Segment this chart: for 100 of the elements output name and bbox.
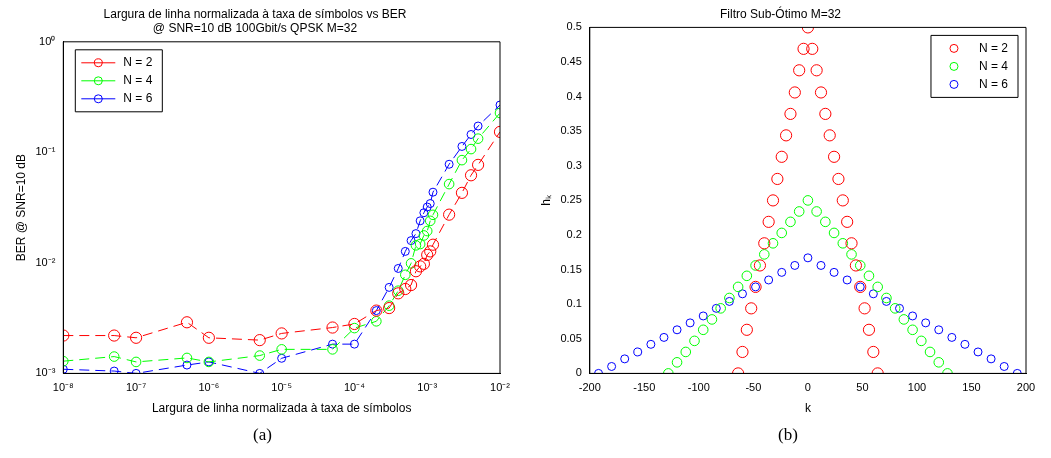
- point: [793, 206, 805, 217]
- point: [836, 194, 849, 207]
- point: [862, 323, 876, 336]
- point: [803, 253, 813, 263]
- point: [828, 227, 840, 239]
- y-tick-label: 0: [575, 366, 582, 379]
- y-tick-label: 10⁻¹: [35, 145, 56, 158]
- point: [819, 107, 832, 120]
- point: [711, 303, 721, 313]
- point: [750, 260, 761, 271]
- chart-title: Largura de linha normalizada à taxa de símbolos vs BER: [103, 6, 407, 21]
- point: [741, 270, 753, 282]
- point: [697, 324, 709, 336]
- point: [881, 292, 892, 304]
- legend-label: N = 2: [123, 55, 153, 70]
- point: [802, 195, 814, 206]
- point: [633, 347, 643, 357]
- point: [680, 346, 692, 358]
- point: [842, 275, 852, 285]
- y-axis-title: hₖ: [538, 194, 553, 206]
- x-tick-label: 10⁻⁶: [198, 381, 220, 394]
- point: [823, 129, 836, 142]
- point: [934, 325, 944, 335]
- point: [907, 324, 918, 336]
- x-tick-label: 100: [907, 381, 927, 394]
- y-tick-label: 0.4: [566, 89, 582, 102]
- point: [659, 332, 669, 342]
- point: [820, 216, 831, 228]
- x-tick-label: 10⁻⁷: [125, 381, 147, 394]
- y-tick-label: 0.25: [560, 193, 582, 206]
- y-tick-label: 0.2: [566, 228, 582, 241]
- point: [758, 249, 770, 260]
- y-tick-label: 10⁻²: [35, 255, 56, 268]
- point: [671, 357, 683, 368]
- x-tick-label: 10⁻⁴: [343, 381, 366, 394]
- point: [737, 289, 747, 299]
- point: [732, 281, 744, 293]
- y-tick-label: 0.15: [560, 262, 582, 275]
- y-tick-label: 0.35: [560, 124, 582, 137]
- point: [776, 227, 788, 239]
- y-axis-title: BER @ SNR=10 dB: [13, 153, 28, 262]
- point: [924, 346, 936, 358]
- point: [777, 267, 787, 277]
- point: [706, 314, 718, 325]
- y-tick-label: 0.05: [560, 331, 582, 344]
- point: [868, 289, 878, 299]
- text: (b): [777, 425, 799, 445]
- y-tick-label: 10⁰: [39, 34, 56, 47]
- point: [986, 354, 996, 364]
- point: [841, 215, 854, 228]
- point: [620, 354, 630, 364]
- point: [764, 275, 774, 285]
- point: [863, 270, 875, 282]
- point: [816, 260, 826, 270]
- point: [745, 302, 758, 315]
- point: [908, 311, 918, 321]
- x-tick-label: -100: [687, 381, 710, 394]
- point: [790, 260, 800, 270]
- point: [810, 64, 823, 77]
- point: [780, 129, 793, 142]
- point: [829, 267, 839, 277]
- legend-label: N = 6: [978, 76, 1009, 91]
- x-axis-title: k: [804, 401, 812, 416]
- legend-label: N = 4: [978, 58, 1009, 73]
- point: [784, 107, 797, 120]
- point: [999, 361, 1009, 371]
- point: [867, 345, 880, 359]
- x-tick-label: 10⁻²: [490, 381, 511, 394]
- point: [916, 335, 927, 347]
- point: [921, 318, 931, 328]
- x-tick-label: 10⁻⁵: [271, 381, 293, 394]
- point: [715, 303, 726, 314]
- point: [872, 281, 883, 293]
- x-axis-title: Largura de linha normalizada à taxa de símbolos: [151, 401, 412, 416]
- point: [811, 206, 822, 217]
- y-tick-label: 10⁻³: [35, 366, 56, 379]
- point: [689, 335, 700, 347]
- point: [672, 325, 682, 335]
- point: [832, 172, 845, 186]
- point: [881, 296, 891, 306]
- text: (a): [252, 425, 273, 445]
- legend-label: N = 2: [978, 40, 1009, 55]
- point: [889, 303, 901, 314]
- legend-label: N = 6: [123, 91, 153, 106]
- chart-subtitle: @ SNR=10 dB 100Gbit/s QPSK M=32: [152, 20, 358, 35]
- chart-title: Filtro Sub-Ótimo M=32: [719, 5, 842, 21]
- legend-label: N = 4: [123, 73, 153, 88]
- x-tick-label: 150: [962, 381, 981, 394]
- point: [793, 64, 806, 77]
- point: [947, 332, 957, 342]
- x-tick-label: 10⁻³: [417, 381, 438, 394]
- x-tick-label: 50: [856, 381, 869, 394]
- x-tick-label: -50: [745, 381, 762, 394]
- point: [960, 339, 970, 349]
- x-tick-label: 10⁻⁸: [52, 381, 74, 394]
- point: [698, 311, 708, 321]
- point: [775, 150, 788, 163]
- point: [933, 357, 945, 368]
- point: [898, 314, 910, 325]
- point: [724, 292, 735, 304]
